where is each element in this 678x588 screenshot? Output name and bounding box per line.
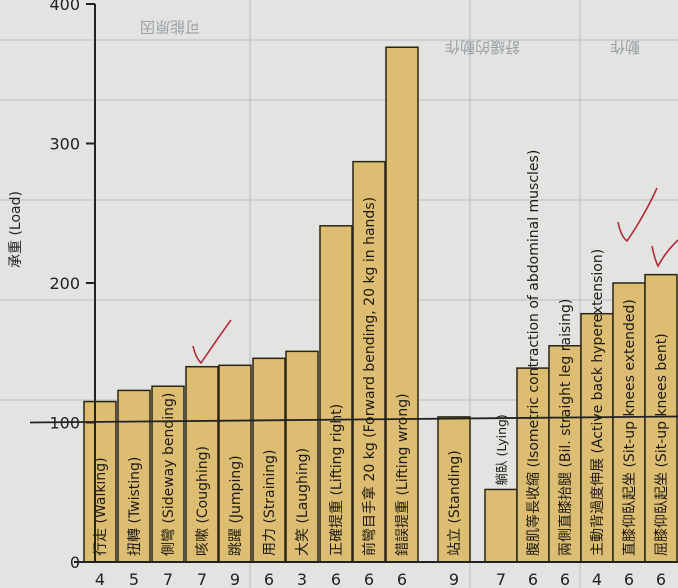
reference-line-100 — [29, 415, 678, 424]
bar-label: 正確提重 (Lifting right) — [329, 404, 345, 556]
sample-count-label: 6 — [656, 570, 666, 588]
bar — [218, 364, 252, 563]
y-tick-label: 100 — [49, 414, 80, 433]
bar-label: 主動背過度伸展 (Active back hyperextension) — [590, 249, 606, 556]
bar — [437, 416, 471, 563]
y-tick-label: 0 — [70, 553, 80, 572]
sample-count-label: 4 — [95, 570, 105, 588]
bar-label: 扭轉 (Twisting) — [127, 457, 143, 556]
bar-label: 錯誤提重 (Lifting wrong) — [395, 393, 411, 556]
y-tick-label: 200 — [49, 274, 80, 293]
sample-count-label: 6 — [624, 570, 634, 588]
sample-count-label: 6 — [528, 570, 538, 588]
sample-count-label: 4 — [592, 570, 602, 588]
annotation-check-mark — [651, 239, 678, 268]
annotation-check-mark — [192, 319, 232, 365]
bg-header-text: 動作 — [610, 38, 640, 56]
sample-count-label: 6 — [331, 570, 341, 588]
bar-label: 咳嗽 (Coughing) — [195, 446, 211, 556]
bar — [612, 282, 646, 563]
bar-label: 兩側直膝抬腿 (Bil. straight leg raising) — [557, 299, 574, 556]
bar — [484, 488, 518, 563]
bar-label: 直膝仰臥起坐 (Sit-up knees extended) — [621, 299, 638, 556]
sample-count-label: 7 — [197, 570, 207, 588]
y-tick-label: 300 — [49, 135, 80, 154]
sample-count-label: 6 — [560, 570, 570, 588]
bar-label: 腹肌等長收縮 (Isometric contraction of abdomin… — [525, 150, 542, 556]
bar — [644, 273, 678, 563]
bg-header-text: 舒緩的動作 — [445, 38, 520, 56]
bg-header-text: 可能原因 — [140, 18, 200, 36]
bar — [285, 350, 319, 563]
bar — [151, 385, 185, 563]
sample-count-label: 6 — [397, 570, 407, 588]
bar-label: 大笑 (Laughing) — [295, 448, 311, 556]
bar — [83, 400, 117, 563]
sample-count-label: 6 — [264, 570, 274, 588]
sample-count-label: 7 — [496, 570, 506, 588]
y-axis-label: 承重 (Load) — [8, 191, 24, 268]
sample-count-label: 9 — [230, 570, 240, 588]
bar — [319, 225, 353, 563]
sample-count-label: 5 — [129, 570, 139, 588]
sample-count-label: 3 — [297, 570, 307, 588]
bar-label: 屈膝仰臥起坐 (Sit-up knees bent) — [654, 333, 670, 556]
sample-count-label: 6 — [364, 570, 374, 588]
bar-label: 前彎目手拿 20 kg (Forward bending, 20 kg in h… — [361, 197, 378, 556]
bar-label: 跳躍 (Jumping) — [228, 455, 244, 556]
y-tick-label: 400 — [49, 0, 80, 14]
bar — [548, 345, 582, 563]
bar — [580, 312, 614, 563]
annotation-check-mark — [617, 187, 658, 243]
bar-label: 站立 (Standing) — [447, 450, 463, 556]
bar-label: 用力 (Straining) — [262, 450, 278, 557]
sample-count-label: 9 — [449, 570, 459, 588]
bar — [352, 160, 386, 563]
bar-label: 行走 (Walking) — [93, 457, 109, 556]
sample-count-label: 7 — [163, 570, 173, 588]
bar-label: 躺臥 (Lying) — [494, 414, 509, 485]
bar-label: 側彎 (Sideway bending) — [161, 393, 177, 556]
